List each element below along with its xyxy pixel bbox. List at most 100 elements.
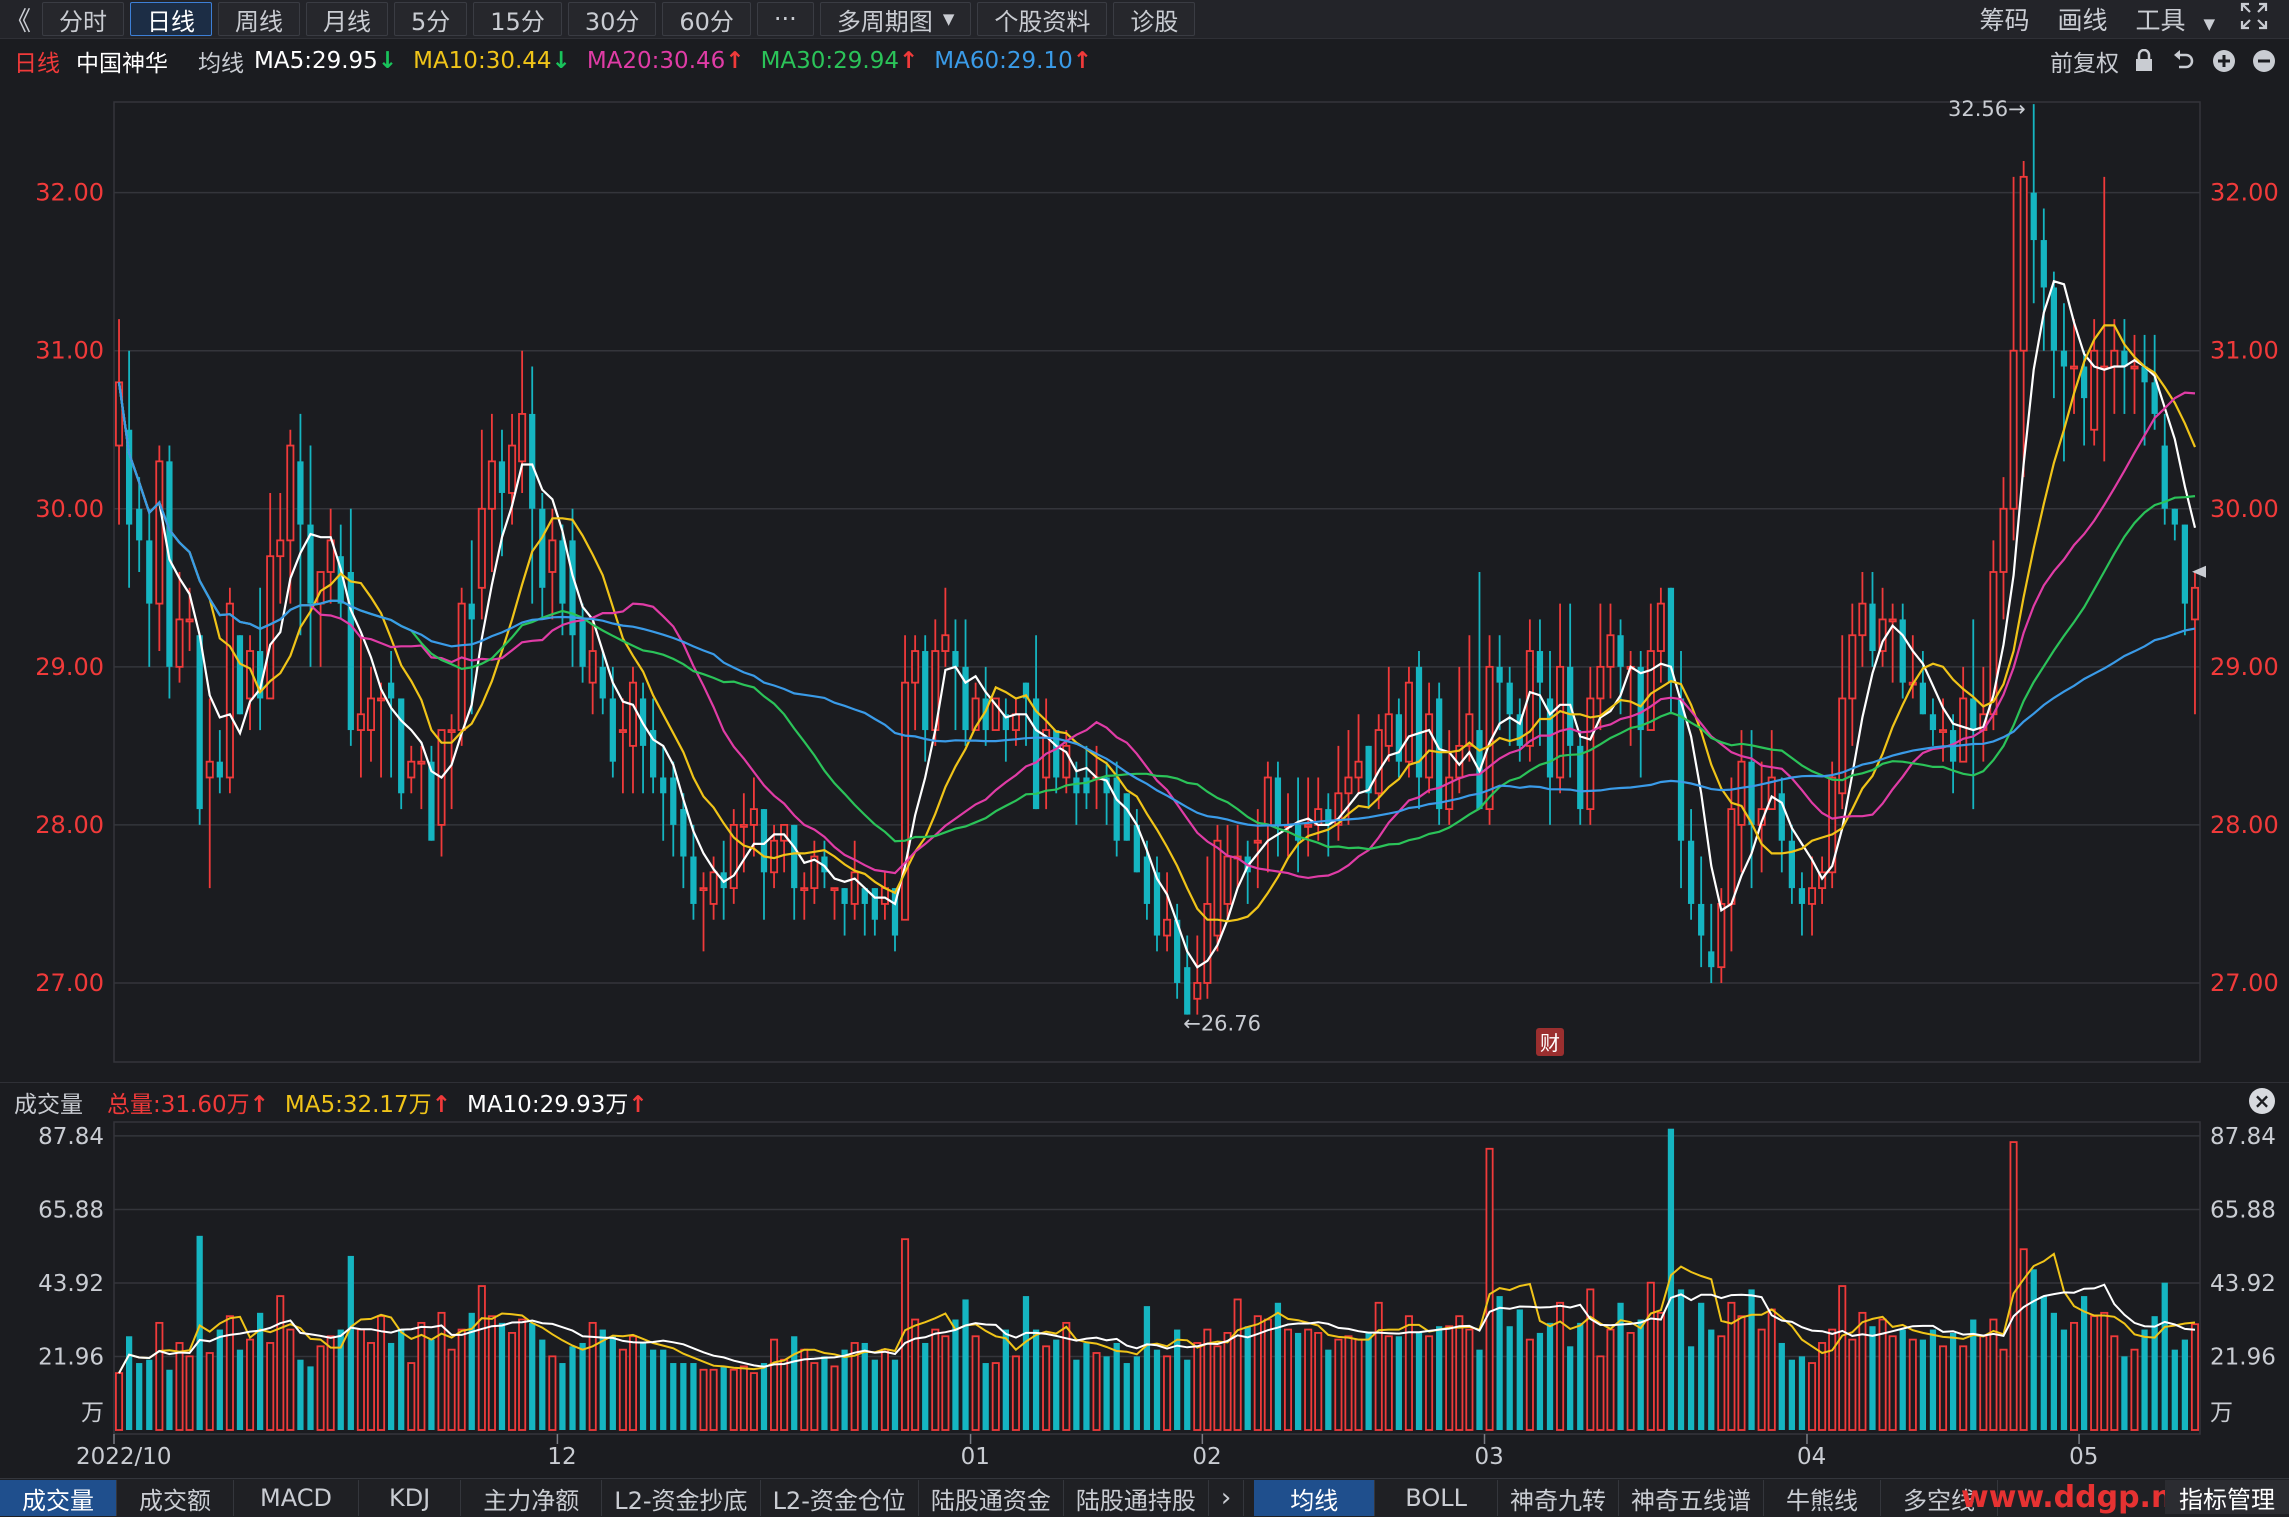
zoom-in-icon[interactable] bbox=[2209, 46, 2239, 76]
candle-body-up bbox=[628, 681, 638, 747]
volume-bars bbox=[115, 1128, 2199, 1431]
volume-bar-up bbox=[1848, 1338, 1857, 1431]
tab-kdj[interactable]: KDJ bbox=[359, 1480, 462, 1516]
candle-body-up bbox=[377, 697, 386, 702]
candle-body-down bbox=[952, 651, 959, 667]
tab-turnover[interactable]: 成交额 bbox=[117, 1480, 234, 1516]
tab-monthly[interactable]: 月线 bbox=[306, 2, 388, 36]
candle-body-up bbox=[508, 444, 517, 494]
candle-body-up bbox=[447, 729, 456, 733]
volume-bar-up bbox=[115, 1372, 124, 1431]
tab-stock-profile[interactable]: 个股资料 bbox=[977, 2, 1108, 36]
candle-body-down bbox=[569, 540, 576, 636]
volume-bar-down bbox=[1788, 1359, 1795, 1430]
tab-weekly[interactable]: 周线 bbox=[218, 2, 300, 36]
volume-bar-up bbox=[1656, 1311, 1665, 1431]
undo-icon[interactable] bbox=[2169, 46, 2199, 76]
volume-bar-down bbox=[256, 1312, 264, 1430]
tools-button[interactable]: 工具 ▼ bbox=[2135, 1, 2215, 37]
tab-northbound-funds[interactable]: 陆股通资金 bbox=[919, 1480, 1064, 1516]
candle-body-down bbox=[388, 682, 395, 699]
volume-bar-down bbox=[1869, 1326, 1876, 1430]
tab-diagnosis[interactable]: 诊股 bbox=[1113, 2, 1196, 36]
volume-bar-down bbox=[559, 1363, 566, 1430]
volume-bar-up bbox=[2090, 1315, 2099, 1431]
candle-body-down bbox=[539, 508, 546, 588]
back-arrow-icon[interactable]: 《 bbox=[4, 6, 31, 37]
tab-northbound-holdings[interactable]: 陆股通持股 bbox=[1064, 1480, 1209, 1516]
candle-body-down bbox=[1395, 714, 1402, 762]
date-label: 12 bbox=[547, 1444, 576, 1470]
ma-label[interactable]: 均线 bbox=[198, 51, 244, 77]
close-icon[interactable]: × bbox=[2249, 1088, 2275, 1114]
volume-bar-up bbox=[830, 1365, 839, 1431]
tab-more[interactable]: ··· bbox=[756, 2, 814, 36]
candle-body-up bbox=[1304, 824, 1313, 828]
volume-bar-up bbox=[1384, 1335, 1393, 1431]
tab-60min[interactable]: 60分 bbox=[662, 2, 751, 36]
tab-intraday[interactable]: 分时 bbox=[42, 2, 124, 36]
volume-bar-down bbox=[670, 1363, 677, 1430]
volume-label[interactable]: 成交量 bbox=[14, 1092, 83, 1118]
candle-body-down bbox=[468, 603, 475, 620]
draw-line-button[interactable]: 画线 bbox=[2057, 6, 2108, 35]
volume-bar-up bbox=[1596, 1355, 1605, 1431]
down-arrow-icon: ↓ bbox=[551, 48, 571, 74]
adjust-mode[interactable]: 前复权 bbox=[2050, 51, 2119, 77]
candle-body-up bbox=[1858, 602, 1867, 637]
candle-body-up bbox=[316, 571, 325, 605]
volume-bar-down bbox=[1032, 1329, 1040, 1430]
volume-bar-up bbox=[1042, 1345, 1051, 1431]
volume-tick-right: 87.84 bbox=[2210, 1124, 2276, 1150]
candle-body-up bbox=[518, 413, 527, 463]
volume-bar-down bbox=[136, 1363, 143, 1430]
volume-bar-up bbox=[1445, 1325, 1454, 1431]
badge-label: 财 bbox=[1540, 1031, 1560, 1055]
volume-bar-up bbox=[508, 1332, 517, 1431]
candle-body-down bbox=[1153, 872, 1161, 936]
volume-bar-down bbox=[1153, 1349, 1161, 1430]
zoom-in-icon-svg bbox=[2213, 50, 2235, 72]
lock-icon[interactable] bbox=[2129, 46, 2159, 76]
candle-body-up bbox=[2100, 365, 2109, 370]
up-arrow-icon: ↑ bbox=[249, 1092, 269, 1118]
candle-body-up bbox=[1737, 760, 1746, 826]
candle-body-down bbox=[1274, 777, 1282, 825]
price-tick-left: 30.00 bbox=[35, 495, 104, 523]
volume-bar-up bbox=[1808, 1362, 1817, 1431]
expand-icon[interactable] bbox=[2237, 1, 2271, 37]
tab-30min[interactable]: 30分 bbox=[567, 2, 657, 36]
tab-l2-bottom[interactable]: L2-资金抄底 bbox=[602, 1480, 761, 1516]
volume-tick-right: 65.88 bbox=[2210, 1197, 2276, 1223]
volume-bar-up bbox=[1092, 1352, 1101, 1431]
tab-5min[interactable]: 5分 bbox=[394, 2, 468, 36]
tab-multi-period[interactable]: 多周期图 ▼ bbox=[819, 2, 972, 36]
tab-daily[interactable]: 日线 bbox=[130, 2, 212, 36]
volume-bar-up bbox=[2110, 1335, 2119, 1431]
chevron-right-icon[interactable]: › bbox=[1209, 1480, 1245, 1516]
tab-boll[interactable]: BOLL bbox=[1375, 1480, 1498, 1516]
volume-bar-up bbox=[316, 1345, 325, 1431]
volume-bar-down bbox=[1536, 1332, 1544, 1430]
tab-long-short[interactable]: 多空线 bbox=[1881, 1480, 1998, 1516]
tab-volume[interactable]: 成交量 bbox=[0, 1480, 117, 1516]
tab-bull-bear[interactable]: 牛熊线 bbox=[1764, 1480, 1881, 1516]
period-label: 日线 bbox=[14, 51, 60, 77]
zoom-out-icon[interactable] bbox=[2249, 46, 2279, 76]
tab-l2-position[interactable]: L2-资金仓位 bbox=[761, 1480, 919, 1516]
volume-bar-up bbox=[628, 1335, 638, 1431]
volume-bar-up bbox=[1979, 1335, 1988, 1431]
chips-button[interactable]: 筹码 bbox=[1979, 6, 2030, 35]
tab-main-net[interactable]: 主力净额 bbox=[461, 1480, 603, 1516]
financial-report-badge[interactable]: 财 bbox=[1536, 1028, 1565, 1056]
candle-body-up bbox=[618, 729, 627, 733]
tab-magic-five[interactable]: 神奇五线谱 bbox=[1619, 1480, 1764, 1516]
tab-ma[interactable]: 均线 bbox=[1254, 1480, 1376, 1516]
tab-magic-nine[interactable]: 神奇九转 bbox=[1498, 1480, 1619, 1516]
candle-body-up bbox=[1888, 618, 1897, 623]
tab-macd[interactable]: MACD bbox=[234, 1480, 359, 1516]
tab-15min[interactable]: 15分 bbox=[473, 2, 562, 36]
candle-body-up bbox=[1384, 713, 1393, 747]
kline-chart[interactable]: 32.00 32.00 31.00 31.00 30.00 30.00 29.00 29.00… bbox=[0, 82, 2289, 1478]
indicator-manage-button[interactable]: 指标管理 bbox=[2165, 1480, 2289, 1514]
